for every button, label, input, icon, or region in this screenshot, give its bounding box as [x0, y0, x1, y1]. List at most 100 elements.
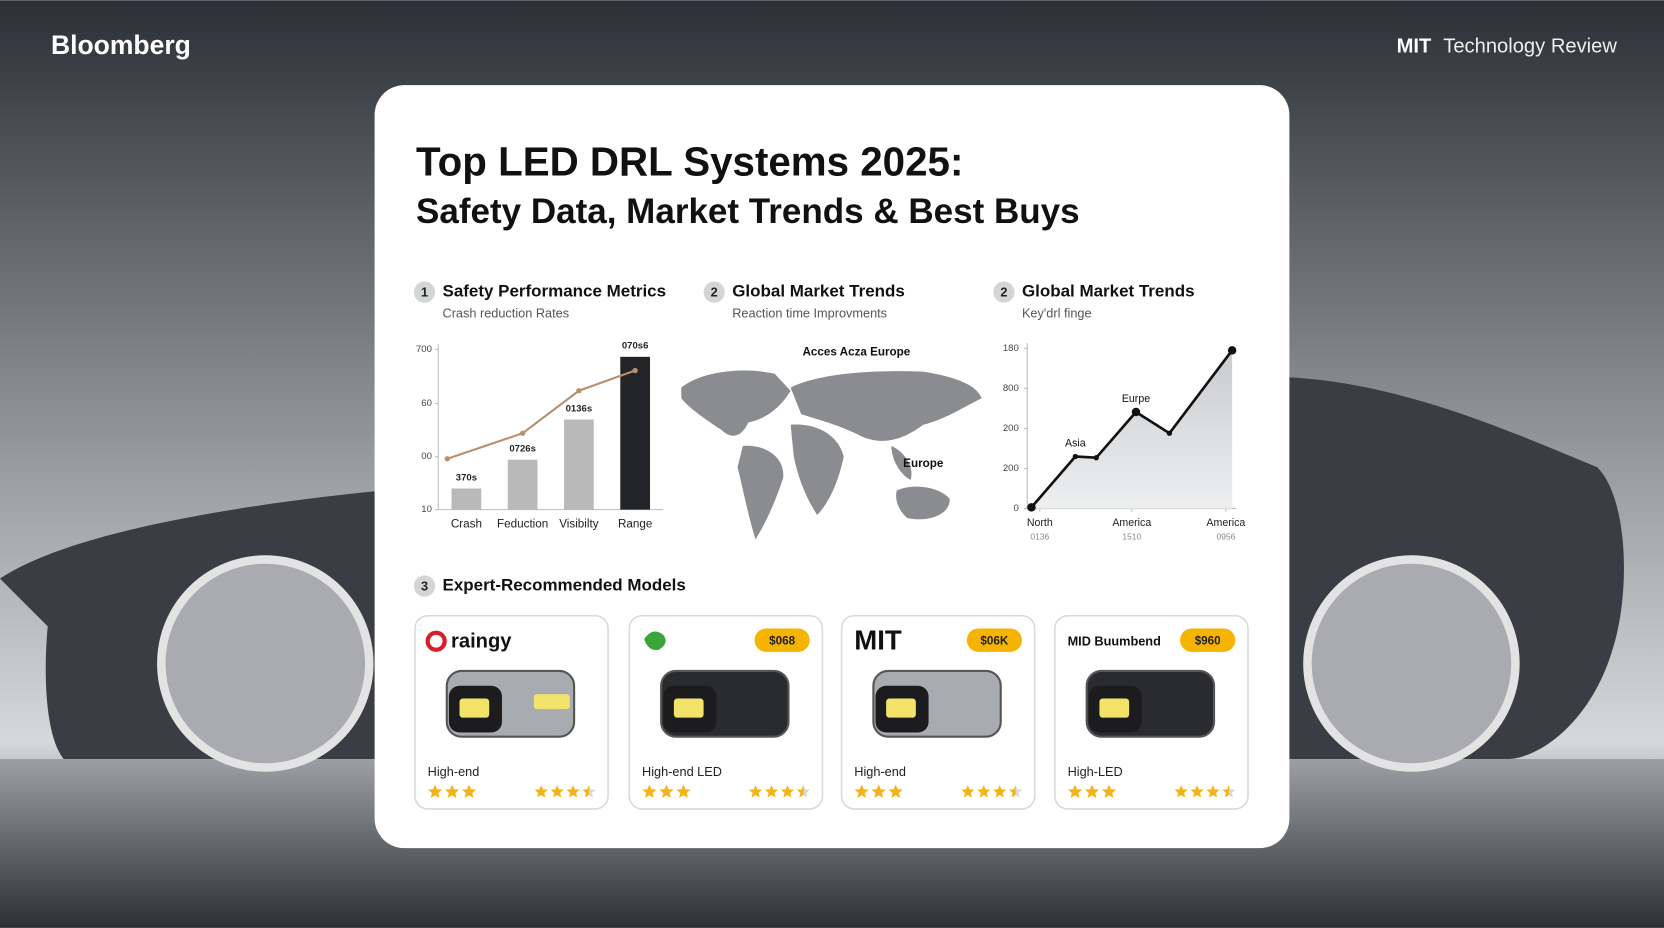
star: [642, 784, 657, 798]
section-badge: [703, 281, 725, 303]
point: [1131, 407, 1141, 417]
star: [764, 785, 779, 798]
x-tick-label: America: [1112, 517, 1151, 529]
led-chip: [459, 698, 490, 718]
x-tick-label: Range: [618, 518, 652, 531]
y-tick-label: 800: [1003, 383, 1019, 394]
mit-logo: MIT: [1397, 35, 1432, 57]
star: [1009, 785, 1023, 798]
section-title: Expert-Recommended Models: [443, 576, 686, 595]
bar-label: 070s6: [622, 341, 649, 352]
star: [854, 784, 869, 798]
brand-icon: [425, 630, 447, 652]
bar: [451, 488, 482, 510]
star: [550, 785, 564, 798]
point: [1227, 346, 1237, 355]
annotation: Eurpe: [1122, 393, 1150, 405]
price: $06K: [980, 634, 1008, 647]
section-title: Global Market Trends: [732, 282, 905, 301]
line: [1030, 349, 1234, 509]
wheel-left: [157, 555, 374, 772]
bar-label: 370s: [456, 472, 477, 483]
trend-point: [632, 367, 638, 374]
star: [427, 784, 443, 798]
south-america: [737, 445, 784, 540]
section-badge: [413, 575, 436, 597]
star: [1206, 785, 1220, 798]
map-label: Europe: [903, 457, 944, 470]
star: [888, 784, 903, 798]
star: [659, 784, 674, 798]
x-sublabel: 0136: [1030, 531, 1049, 541]
y-tick-label: 180: [1003, 343, 1019, 354]
x-tick-label: Feduction: [497, 518, 548, 531]
section-number: 2: [711, 285, 718, 300]
star: [1222, 785, 1236, 798]
y-tick-label: 200: [1003, 423, 1019, 434]
x-sublabel: 0956: [1216, 531, 1235, 541]
trend-point: [576, 388, 582, 394]
led-chip: [533, 694, 570, 710]
section-title: Global Market Trends: [1022, 282, 1195, 301]
product-label: High-LED: [1068, 764, 1123, 779]
section-number: 2: [1000, 285, 1007, 300]
brand-icon: [644, 631, 666, 651]
price-badge: [966, 628, 1022, 652]
trend-point: [520, 430, 526, 436]
star: [1101, 784, 1117, 798]
tech-review-logo: Technology Review: [1443, 35, 1617, 57]
led-chip: [673, 698, 704, 718]
section-badge: [413, 281, 436, 303]
point: [1166, 430, 1173, 436]
y-tick-label: 0: [1013, 503, 1018, 514]
y-tick-label: 60: [421, 398, 432, 409]
trend-point: [444, 456, 450, 462]
bar: [507, 459, 538, 510]
australia: [896, 486, 950, 520]
title: Safety Data, Market Trends & Best Buys: [416, 192, 1080, 231]
section-subtitle: Reaction time Improvments: [732, 306, 887, 321]
price: $068: [769, 634, 795, 647]
star: [1190, 785, 1204, 798]
star: [961, 785, 975, 798]
star: [534, 785, 548, 798]
star: [749, 785, 763, 798]
y-tick-label: 200: [1003, 463, 1019, 474]
section-badge: [993, 281, 1015, 303]
point: [1072, 453, 1079, 460]
bar: [564, 419, 594, 510]
star: [1084, 784, 1100, 798]
star: [871, 784, 886, 798]
annotation: Asia: [1065, 438, 1086, 450]
bloomberg-logo: Bloomberg: [51, 30, 191, 60]
point: [1093, 455, 1099, 461]
x-tick-label: Crash: [451, 518, 482, 531]
star: [444, 784, 460, 798]
product-label: High-end: [428, 764, 480, 779]
title: Top LED DRL Systems 2025:: [416, 138, 963, 184]
product-label: High-end LED: [642, 764, 722, 779]
star: [461, 784, 477, 798]
price-badge: [1180, 628, 1236, 652]
map-label: Acces Acza Europe: [803, 346, 911, 359]
section-number: 3: [421, 578, 428, 593]
star: [676, 784, 691, 798]
bar-label: 0136s: [566, 403, 593, 414]
star: [566, 785, 580, 798]
brand-name: raingy: [451, 631, 512, 653]
product-label: High-end: [854, 764, 906, 779]
bar: [620, 356, 650, 510]
africa: [790, 424, 844, 515]
price-badge: [754, 628, 810, 652]
section-number: 1: [421, 285, 428, 300]
brand-name: MID Buumbend: [1068, 634, 1161, 649]
wheel-right: [1303, 555, 1520, 772]
star: [1067, 784, 1083, 798]
star: [582, 785, 596, 798]
brand-name: MIT: [854, 625, 902, 656]
section-title: Safety Performance Metrics: [443, 282, 667, 301]
star: [993, 785, 1007, 798]
x-tick-label: Visibilty: [559, 518, 598, 531]
y-tick-label: 00: [421, 451, 432, 462]
